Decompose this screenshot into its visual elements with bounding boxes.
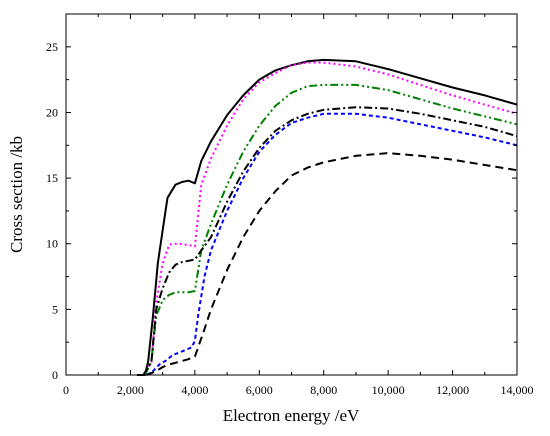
series-line-5: [145, 112, 518, 376]
series-layer: [136, 58, 518, 376]
x-tick-label: 0: [63, 383, 69, 397]
x-tick-label: 6,000: [246, 383, 273, 397]
y-tick-label: 15: [46, 171, 58, 185]
series-line-1: [136, 58, 518, 376]
series-line-6: [146, 152, 518, 376]
x-tick-label: 12,000: [436, 383, 469, 397]
x-tick-label: 2,000: [117, 383, 144, 397]
plot-frame: [65, 13, 518, 376]
ticks-layer: [65, 14, 518, 376]
series-line-4: [142, 106, 518, 376]
x-tick-label: 4,000: [181, 383, 208, 397]
y-tick-label: 25: [46, 40, 58, 54]
y-axis-title: Cross section /kb: [7, 136, 26, 253]
y-tick-label: 20: [46, 105, 58, 119]
series-line-2: [142, 61, 518, 376]
y-tick-label: 10: [46, 237, 58, 251]
x-tick-label: 14,000: [501, 383, 534, 397]
x-tick-label: 10,000: [372, 383, 405, 397]
y-tick-label: 0: [52, 368, 58, 382]
labels-layer: 0 2,000 4,000 6,000 8,000 10,000 12,000 14,000 0…: [46, 40, 534, 397]
x-tick-label: 8,000: [310, 383, 337, 397]
y-tick-label: 5: [52, 302, 58, 316]
x-axis-title: Electron energy /eV: [223, 406, 360, 425]
series-line-3: [144, 83, 518, 376]
